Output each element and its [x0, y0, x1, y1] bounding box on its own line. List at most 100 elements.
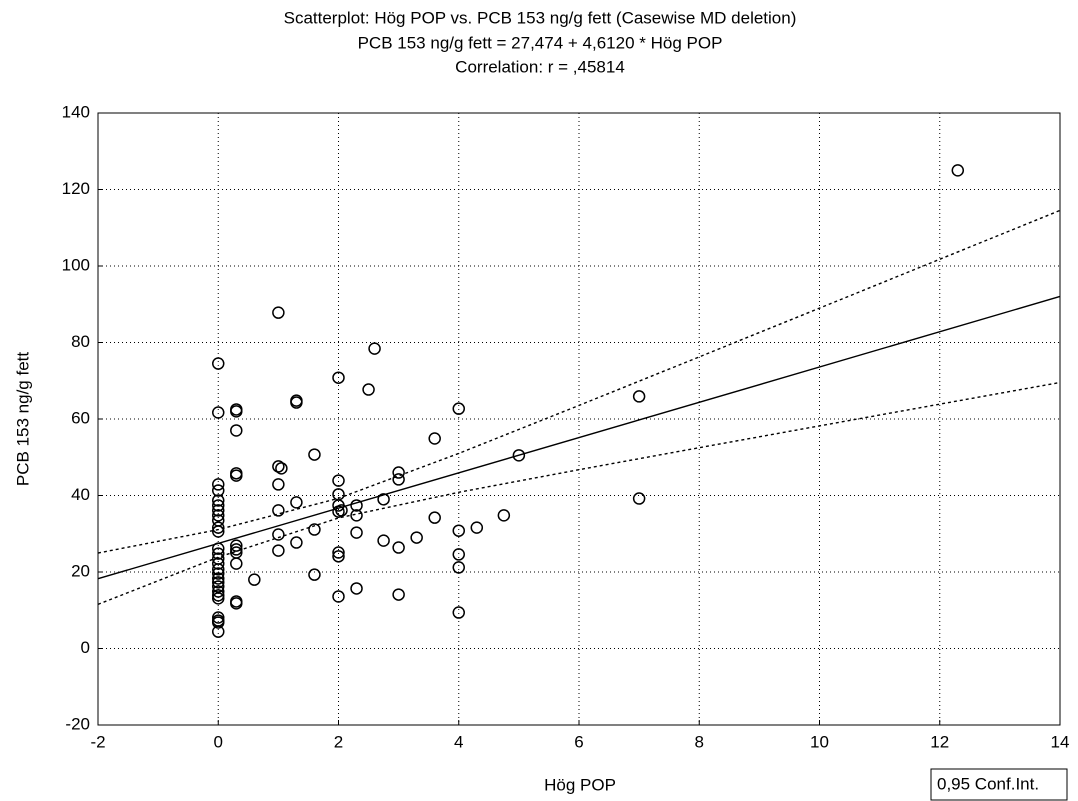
- point: [350, 499, 363, 512]
- point: [512, 449, 526, 462]
- point: [452, 561, 465, 574]
- point: [212, 547, 225, 560]
- point: [332, 474, 345, 487]
- legend-label: 0,95 Conf.Int.: [937, 774, 1039, 793]
- point: [230, 539, 243, 552]
- point: [230, 557, 243, 570]
- point: [230, 469, 243, 482]
- point: [290, 536, 303, 549]
- point: [272, 504, 285, 517]
- y-tick-label: 100: [62, 255, 90, 274]
- y-tick-label: 80: [71, 332, 90, 351]
- x-tick-label: 14: [1051, 732, 1070, 751]
- point: [392, 466, 405, 479]
- y-tick-label: 120: [62, 179, 90, 198]
- point: [212, 567, 225, 580]
- point: [212, 504, 225, 517]
- point: [632, 492, 646, 505]
- point: [308, 523, 321, 536]
- point: [275, 462, 288, 475]
- point: [212, 406, 225, 419]
- y-tick-label: -20: [65, 714, 90, 733]
- x-tick-label: 8: [695, 732, 704, 751]
- point: [272, 478, 285, 491]
- point: [212, 499, 225, 512]
- point: [230, 543, 243, 556]
- confidence-lower: [97, 381, 1061, 606]
- point: [212, 576, 225, 589]
- point: [470, 521, 484, 534]
- point: [230, 597, 243, 610]
- point: [308, 448, 321, 461]
- point: [308, 568, 321, 581]
- point: [212, 589, 225, 602]
- x-axis-label: Hög POP: [544, 775, 616, 794]
- annotation: Correlation: r = ,45814: [455, 57, 625, 76]
- point: [368, 342, 381, 355]
- point: [350, 526, 363, 539]
- point: [272, 460, 285, 473]
- point: [272, 306, 285, 319]
- x-tick-label: 2: [334, 732, 343, 751]
- point: [212, 521, 225, 534]
- point: [212, 585, 225, 598]
- point: [212, 525, 225, 538]
- y-tick-label: 0: [81, 638, 90, 657]
- x-tick-label: 10: [810, 732, 829, 751]
- point: [497, 509, 511, 522]
- point: [212, 542, 225, 555]
- point: [452, 524, 465, 537]
- y-axis-label: PCB 153 ng/g fett: [13, 352, 32, 486]
- legend-box: [930, 768, 1068, 801]
- y-tick-label: 140: [62, 102, 90, 121]
- plot-frame: [97, 112, 1061, 726]
- point: [290, 396, 303, 409]
- y-tick-label: 60: [71, 408, 90, 427]
- x-tick-label: 4: [454, 732, 463, 751]
- point: [212, 557, 225, 570]
- point: [212, 572, 225, 585]
- point: [350, 509, 363, 522]
- point: [230, 405, 243, 418]
- point: [632, 390, 646, 403]
- point: [335, 504, 348, 517]
- point: [272, 544, 285, 557]
- x-tick-label: 6: [574, 732, 583, 751]
- point: [212, 625, 225, 638]
- point: [410, 531, 423, 544]
- x-tick-label: -2: [90, 732, 105, 751]
- point: [212, 494, 225, 507]
- point: [428, 511, 441, 524]
- point: [392, 473, 405, 486]
- point: [452, 402, 465, 415]
- point: [212, 616, 225, 629]
- point: [332, 371, 345, 384]
- y-tick-label: 40: [71, 485, 90, 504]
- x-tick-label: 12: [930, 732, 949, 751]
- point: [951, 164, 965, 177]
- point: [392, 588, 405, 601]
- chart-title: Scatterplot: Hög POP vs. PCB 153 ng/g fe…: [284, 8, 797, 27]
- point: [428, 432, 441, 445]
- point: [212, 484, 225, 497]
- point: [212, 563, 225, 576]
- point: [212, 357, 225, 370]
- point: [212, 611, 225, 624]
- point: [332, 550, 345, 563]
- point: [362, 383, 375, 396]
- point: [248, 573, 261, 586]
- point: [452, 606, 465, 619]
- point: [392, 541, 405, 554]
- point: [452, 548, 465, 561]
- y-tick-label: 20: [71, 561, 90, 580]
- point: [377, 493, 390, 506]
- point: [272, 528, 285, 541]
- point: [212, 580, 225, 593]
- point: [230, 424, 243, 437]
- point: [290, 496, 303, 509]
- confidence-upper: [97, 209, 1061, 554]
- point: [212, 592, 225, 605]
- point: [332, 590, 345, 603]
- x-tick-label: 0: [214, 732, 223, 751]
